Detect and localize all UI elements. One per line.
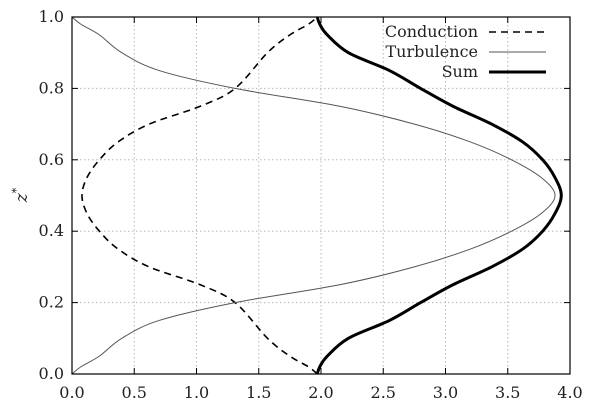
x-tick-label: 3.5	[495, 383, 520, 402]
y-tick-label: 0.2	[39, 293, 64, 312]
x-tick-label: 1.5	[246, 383, 271, 402]
x-tick-label: 0.5	[122, 383, 147, 402]
y-tick-label: 0.8	[39, 78, 64, 97]
legend-label-sum: Sum	[442, 62, 478, 81]
x-tick-label: 2.0	[308, 383, 333, 402]
x-tick-label: 1.0	[184, 383, 209, 402]
series-line-sum	[315, 16, 563, 375]
ticks	[71, 16, 571, 375]
y-axis-label: z*	[10, 187, 32, 203]
y-tick-label: 1.0	[39, 7, 64, 26]
grid	[72, 17, 570, 374]
legend-label-turbulence: Turbulence	[386, 42, 479, 61]
x-tick-label: 4.0	[557, 383, 582, 402]
x-tick-labels: 0.0 0.5 1.0 1.5 2.0 2.5 3.0 3.5 4.0	[59, 383, 582, 402]
series-line-conduction	[81, 16, 318, 375]
legend-label-conduction: Conduction	[385, 22, 478, 41]
x-tick-label: 2.5	[371, 383, 396, 402]
x-tick-label: 0.0	[59, 383, 84, 402]
y-tick-label: 0.6	[39, 150, 64, 169]
y-tick-label: 0.4	[39, 221, 64, 240]
y-tick-label: 0.0	[39, 364, 64, 383]
x-tick-label: 3.0	[433, 383, 458, 402]
series-line-turbulence	[71, 16, 556, 375]
series-lines	[71, 16, 563, 375]
y-tick-labels: 0.0 0.2 0.4 0.6 0.8 1.0	[39, 7, 64, 383]
